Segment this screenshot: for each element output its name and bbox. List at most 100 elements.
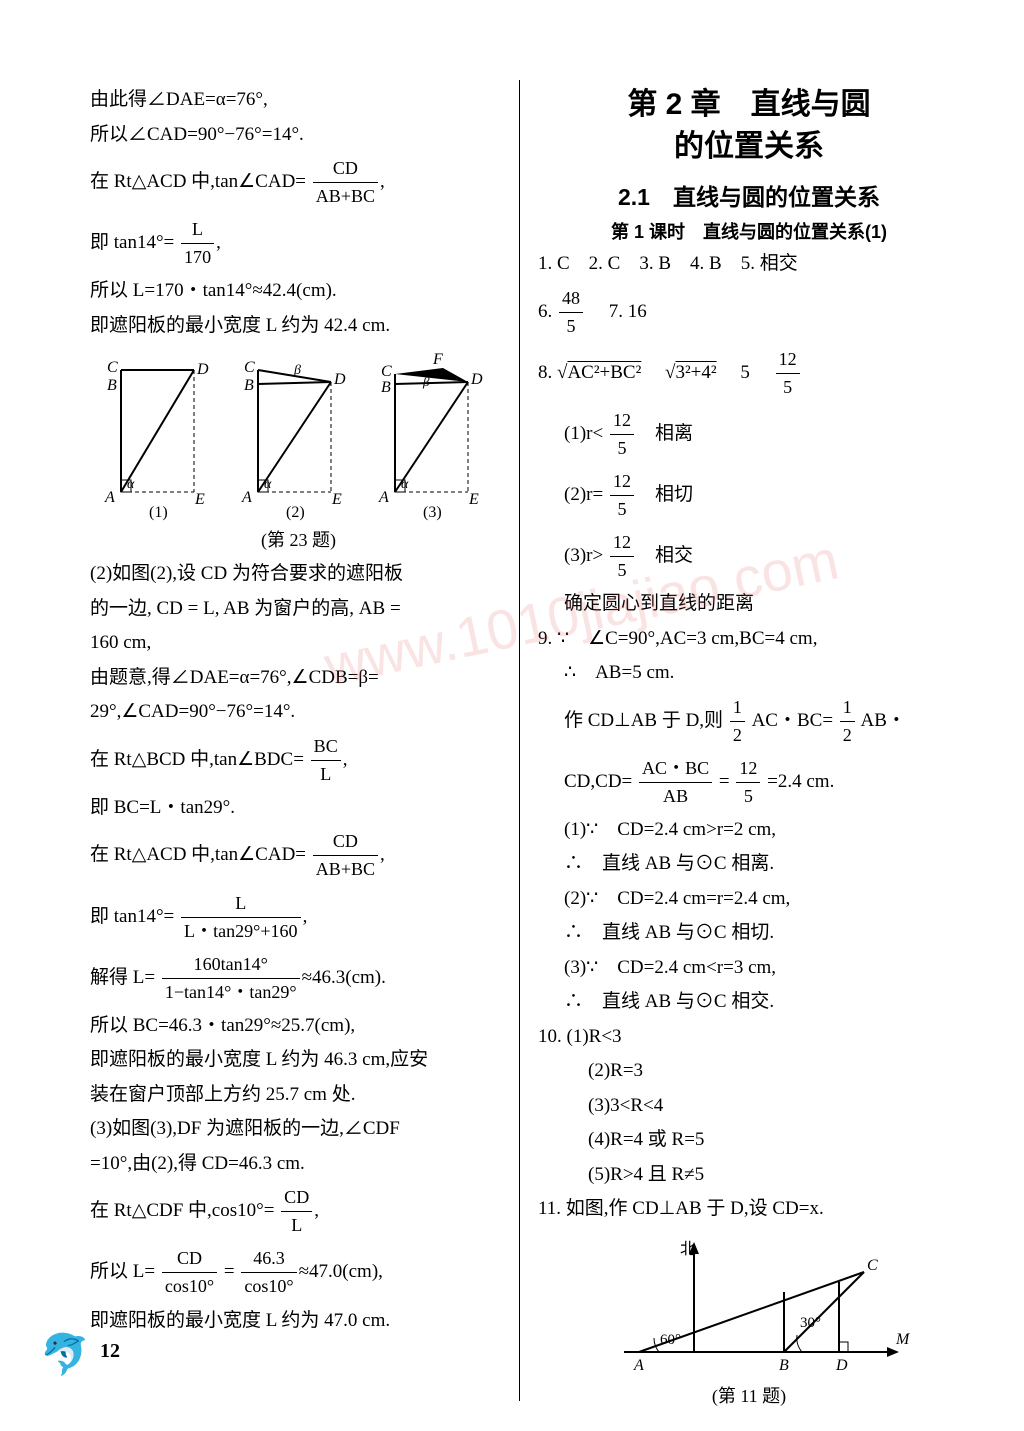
numerator: CD bbox=[313, 828, 378, 856]
denominator: AB+BC bbox=[313, 183, 378, 210]
svg-text:M: M bbox=[895, 1331, 911, 1348]
fraction: L 170 bbox=[181, 216, 214, 271]
denominator: L bbox=[311, 761, 341, 788]
chapter-title-line2: 的位置关系 bbox=[674, 130, 824, 163]
svg-text:(2): (2) bbox=[286, 504, 305, 521]
answer-line: ∴ 直线 AB 与⊙C 相交. bbox=[538, 988, 960, 1017]
text: , bbox=[314, 1200, 319, 1221]
fraction: 48 5 bbox=[559, 285, 583, 340]
text: (2)r= bbox=[564, 484, 603, 505]
svg-text:E: E bbox=[331, 491, 342, 508]
left-column: 由此得∠DAE=α=76°, 所以∠CAD=90°−76°=14°. 在 Rt△… bbox=[90, 80, 520, 1401]
text: 即 tan14°= bbox=[90, 232, 174, 253]
text: ≈47.0(cm), bbox=[299, 1261, 383, 1282]
text-line: 即遮阳板的最小宽度 L 约为 42.4 cm. bbox=[90, 312, 507, 341]
fraction: 1 2 bbox=[840, 694, 855, 749]
fraction: L L・tan29°+160 bbox=[181, 890, 301, 945]
text-line: 29°,∠CAD=90°−76°=14°. bbox=[90, 698, 507, 727]
svg-text:B: B bbox=[107, 377, 117, 394]
text: 相交 bbox=[636, 545, 693, 566]
text-line: 所以 L= CD cos10° = 46.3 cos10° ≈47.0(cm), bbox=[90, 1245, 507, 1300]
sqrt-expr: AC²+BC² bbox=[567, 362, 641, 383]
svg-text:A: A bbox=[241, 489, 252, 506]
svg-text:60°: 60° bbox=[660, 1332, 681, 1348]
fraction: CD AB+BC bbox=[313, 828, 378, 883]
text: , bbox=[216, 232, 221, 253]
denominator: 5 bbox=[610, 496, 634, 523]
section-title: 2.1 直线与圆的位置关系 bbox=[538, 178, 960, 212]
answer-line: 确定圆心到直线的距离 bbox=[538, 590, 960, 619]
text: , bbox=[343, 749, 348, 770]
text: 在 Rt△ACD 中,tan∠CAD= bbox=[90, 844, 306, 865]
svg-text:α: α bbox=[264, 477, 272, 492]
svg-text:α: α bbox=[401, 477, 409, 492]
text-line: 由题意,得∠DAE=α=76°,∠CDB=β= bbox=[90, 664, 507, 693]
svg-text:D: D bbox=[835, 1357, 848, 1374]
numerator: 160tan14° bbox=[162, 951, 300, 979]
fraction: CD L bbox=[281, 1184, 312, 1239]
numerator: 46.3 bbox=[241, 1245, 296, 1273]
text: 在 Rt△BCD 中,tan∠BDC= bbox=[90, 749, 304, 770]
text: 在 Rt△CDF 中,cos10°= bbox=[90, 1200, 274, 1221]
denominator: 2 bbox=[840, 722, 855, 749]
text-line: =10°,由(2),得 CD=46.3 cm. bbox=[90, 1150, 507, 1179]
answer-line: (3)r> 12 5 相交 bbox=[538, 529, 960, 584]
fraction: 12 5 bbox=[610, 529, 634, 584]
answer-line: CD,CD= AC・BC AB = 12 5 =2.4 cm. bbox=[538, 755, 960, 810]
text: , bbox=[380, 844, 385, 865]
right-column: 第 2 章 直线与圆 的位置关系 2.1 直线与圆的位置关系 第 1 课时 直线… bbox=[520, 80, 960, 1401]
figure-23-1: C B D α A E (1) bbox=[99, 352, 219, 522]
svg-text:D: D bbox=[470, 371, 483, 388]
numerator: 12 bbox=[610, 529, 634, 557]
svg-text:(1): (1) bbox=[149, 504, 168, 521]
figure-23-2: C B β D α A E (2) bbox=[236, 352, 356, 522]
svg-text:β: β bbox=[293, 363, 301, 378]
chapter-title-line1: 第 2 章 直线与圆 bbox=[627, 88, 870, 121]
figure-11: 北 M 60° 30° A B D C bbox=[584, 1232, 914, 1382]
text: 解得 L= bbox=[90, 967, 155, 988]
numerator: CD bbox=[313, 155, 378, 183]
svg-text:C: C bbox=[381, 363, 392, 380]
answer-line: 6. 48 5 7. 16 bbox=[538, 285, 960, 340]
denominator: 5 bbox=[736, 783, 760, 810]
numerator: 12 bbox=[610, 468, 634, 496]
denominator: L bbox=[281, 1212, 312, 1239]
answer-line: 作 CD⊥AB 于 D,则 1 2 AC・BC= 1 2 AB・ bbox=[538, 694, 960, 749]
text: 6. bbox=[538, 300, 557, 321]
svg-text:E: E bbox=[194, 491, 205, 508]
page-number: 12 bbox=[100, 1340, 120, 1363]
text-line: 解得 L= 160tan14° 1−tan14°・tan29° ≈46.3(cm… bbox=[90, 951, 507, 1006]
svg-text:D: D bbox=[333, 371, 346, 388]
denominator: 5 bbox=[610, 557, 634, 584]
denominator: 5 bbox=[610, 435, 634, 462]
denominator: AB bbox=[639, 783, 712, 810]
numerator: L bbox=[181, 216, 214, 244]
text: = bbox=[719, 771, 730, 792]
fraction: BC L bbox=[311, 733, 341, 788]
fraction: 46.3 cos10° bbox=[241, 1245, 296, 1300]
svg-text:(3): (3) bbox=[423, 504, 442, 521]
text-line: 在 Rt△ACD 中,tan∠CAD= CD AB+BC , bbox=[90, 828, 507, 883]
svg-text:B: B bbox=[381, 379, 391, 396]
text-line: (2)如图(2),设 CD 为符合要求的遮阳板 bbox=[90, 560, 507, 589]
text: 作 CD⊥AB 于 D,则 bbox=[564, 710, 723, 731]
svg-text:E: E bbox=[468, 491, 479, 508]
text-line: 即 tan14°= L 170 , bbox=[90, 216, 507, 271]
figure-23-container: C B D α A E (1) C B β D bbox=[90, 352, 507, 522]
svg-text:B: B bbox=[779, 1357, 789, 1374]
fraction: 12 5 bbox=[610, 407, 634, 462]
denominator: 1−tan14°・tan29° bbox=[162, 979, 300, 1006]
chapter-title: 第 2 章 直线与圆 的位置关系 bbox=[538, 84, 960, 168]
answer-line: (3)3<R<4 bbox=[538, 1092, 960, 1121]
text: 8. bbox=[538, 362, 557, 383]
numerator: 1 bbox=[840, 694, 855, 722]
text: 5 bbox=[721, 362, 769, 383]
text: ≈46.3(cm). bbox=[302, 967, 386, 988]
denominator: AB+BC bbox=[313, 856, 378, 883]
page-columns: 由此得∠DAE=α=76°, 所以∠CAD=90°−76°=14°. 在 Rt△… bbox=[90, 80, 994, 1401]
fraction: 12 5 bbox=[776, 346, 800, 401]
fraction: 12 5 bbox=[610, 468, 634, 523]
answer-line: 8. √AC²+BC² √3²+4² 5 12 5 bbox=[538, 346, 960, 401]
answer-line: (1)∵ CD=2.4 cm>r=2 cm, bbox=[538, 816, 960, 845]
text-line: 160 cm, bbox=[90, 629, 507, 658]
